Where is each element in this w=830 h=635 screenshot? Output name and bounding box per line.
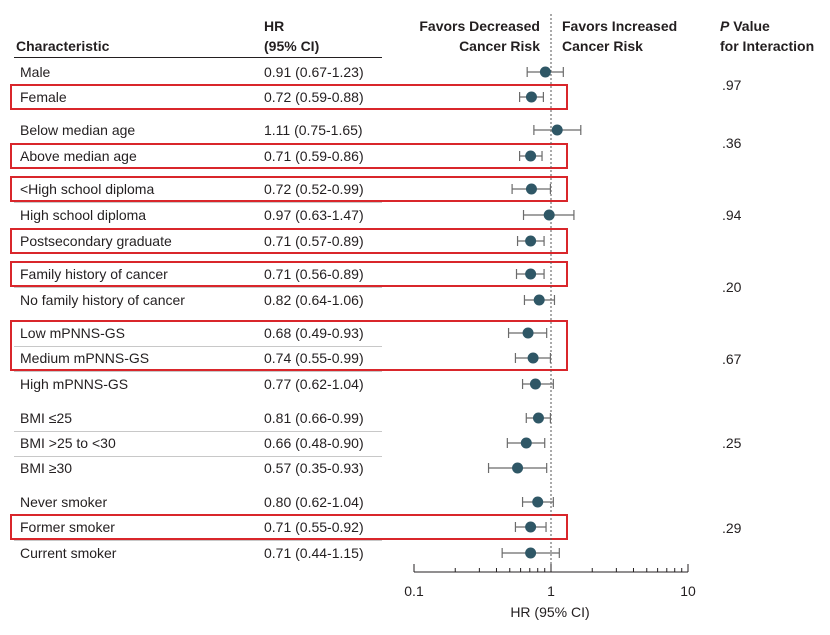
row-label: Male <box>20 64 51 80</box>
row-hr-value: 0.68 (0.49-0.93) <box>264 325 364 341</box>
row-separator <box>14 202 382 203</box>
row-hr-value: 0.74 (0.55-0.99) <box>264 350 364 366</box>
x-tick-label: 10 <box>680 583 696 599</box>
row-hr-value: 0.97 (0.63-1.47) <box>264 207 364 223</box>
row-hr-value: 0.71 (0.59-0.86) <box>264 148 364 164</box>
p-value-header-line1: P Value <box>720 16 814 36</box>
p-italic: P <box>720 18 730 34</box>
row-label: High school diploma <box>20 207 147 223</box>
row-hr-value: 1.11 (0.75-1.65) <box>264 122 363 138</box>
hr-point <box>532 412 544 424</box>
p-value: .36 <box>722 135 742 151</box>
row-label: High mPNNS-GS <box>20 376 129 392</box>
row-separator <box>14 371 382 372</box>
row-label: Female <box>20 89 67 105</box>
favors-decreased-header: Favors Decreased Cancer Risk <box>380 16 540 56</box>
favors-decreased-line2: Cancer Risk <box>459 38 540 54</box>
characteristic-header: Characteristic <box>16 36 109 56</box>
row-label: Family history of cancer <box>20 266 168 282</box>
hr-point <box>543 209 555 221</box>
row-hr-value: 0.72 (0.52-0.99) <box>264 181 364 197</box>
hr-point <box>525 150 537 162</box>
hr-point <box>529 378 541 390</box>
row-label: BMI ≥30 <box>20 460 73 476</box>
row-hr-value: 0.71 (0.44-1.15) <box>264 545 364 561</box>
p-value: .67 <box>722 351 742 367</box>
p-value: .29 <box>722 520 742 536</box>
row-hr-value: 0.72 (0.59-0.88) <box>264 89 364 105</box>
forest-marks <box>487 66 582 559</box>
hr-header-line1: HR <box>264 18 285 34</box>
hr-point <box>525 268 537 280</box>
row-hr-value: 0.82 (0.64-1.06) <box>264 292 364 308</box>
p-value: .97 <box>722 77 742 93</box>
hr-point <box>525 235 537 247</box>
hr-point <box>525 183 537 195</box>
highlight-box <box>10 261 568 287</box>
p-value: .94 <box>722 207 742 223</box>
row-label: Medium mPNNS-GS <box>20 350 150 366</box>
p-value: .25 <box>722 435 742 451</box>
p-value-header-line2: for Interaction <box>720 38 815 54</box>
row-hr-value: 0.66 (0.48-0.90) <box>264 435 364 451</box>
row-hr-value: 0.71 (0.55-0.92) <box>264 519 364 535</box>
p-value: .20 <box>722 279 742 295</box>
row-label: No family history of cancer <box>20 292 185 308</box>
hr-header-line2: (95% CI) <box>264 38 320 54</box>
hr-point <box>532 496 544 508</box>
x-tick-label: 1 <box>547 583 555 599</box>
row-label: <High school diploma <box>20 181 155 197</box>
favors-increased-line1: Favors Increased <box>562 18 678 34</box>
hr-header: HR (95% CI) <box>264 16 319 56</box>
highlight-box <box>10 143 568 169</box>
p-value-word: Value <box>729 18 770 34</box>
p-value-header: P Value for Interaction <box>720 16 814 56</box>
row-label: Former smoker <box>20 519 115 535</box>
hr-point <box>527 352 539 364</box>
row-hr-value: 0.81 (0.66-0.99) <box>264 410 364 426</box>
row-label: Above median age <box>20 148 137 164</box>
row-separator <box>14 431 382 432</box>
row-hr-value: 0.71 (0.56-0.89) <box>264 266 364 282</box>
header-underline <box>14 57 382 58</box>
row-label: Never smoker <box>20 494 108 510</box>
highlight-box <box>10 84 568 110</box>
row-label: BMI >25 to <30 <box>20 435 116 451</box>
x-axis: 0.1 1 10 <box>404 564 696 599</box>
hr-point <box>533 294 545 306</box>
highlight-box <box>10 176 568 202</box>
row-hr-value: 0.77 (0.62-1.04) <box>264 376 364 392</box>
row-separator <box>14 346 382 347</box>
hr-point <box>525 547 537 559</box>
hr-point <box>525 521 537 533</box>
row-label: Postsecondary graduate <box>20 233 172 249</box>
highlight-box <box>10 514 568 540</box>
row-separator <box>14 287 382 288</box>
hr-point <box>512 462 524 474</box>
row-label: BMI ≤25 <box>20 410 73 426</box>
row-hr-value: 0.91 (0.67-1.23) <box>264 64 364 80</box>
row-label: Below median age <box>20 122 136 138</box>
row-separator <box>14 540 382 541</box>
characteristic-header-text: Characteristic <box>16 38 110 54</box>
row-label: Low mPNNS-GS <box>20 325 126 341</box>
hr-point <box>539 66 551 78</box>
favors-increased-header: Favors Increased Cancer Risk <box>562 16 677 56</box>
hr-point <box>525 91 537 103</box>
x-tick-label: 0.1 <box>404 583 424 599</box>
favors-decreased-line1: Favors Decreased <box>419 18 540 34</box>
hr-point <box>522 327 534 339</box>
hr-point <box>551 124 563 136</box>
favors-increased-line2: Cancer Risk <box>562 38 643 54</box>
hr-point <box>520 437 532 449</box>
row-label: Current smoker <box>20 545 117 561</box>
row-hr-value: 0.57 (0.35-0.93) <box>264 460 364 476</box>
row-hr-value: 0.80 (0.62-1.04) <box>264 494 364 510</box>
row-separator <box>14 456 382 457</box>
highlight-box <box>10 320 568 371</box>
highlight-box <box>10 228 568 254</box>
row-hr-value: 0.71 (0.57-0.89) <box>264 233 364 249</box>
x-axis-title: HR (95% CI) <box>510 604 589 620</box>
